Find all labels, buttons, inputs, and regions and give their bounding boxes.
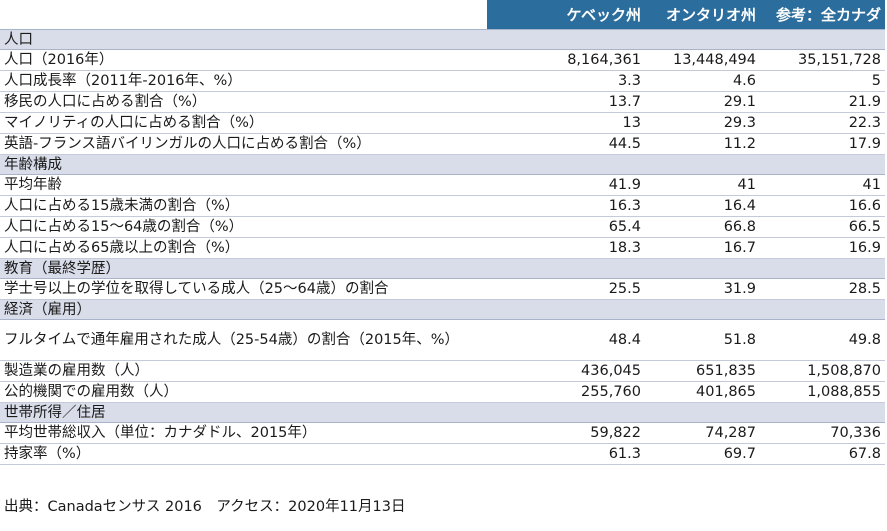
row-label: 人口成長率（2011年-2016年、%） (0, 70, 487, 92)
section-title: 世帯所得／住居 (0, 402, 885, 423)
row-label: 製造業の雇用数（人） (0, 360, 487, 382)
section-title: 人口 (0, 29, 885, 50)
table-row: 学士号以上の学位を取得している成人（25～64歳）の割合 25.5 31.9 28.5 (0, 278, 885, 300)
row-label: 平均世帯総収入（単位：カナダドル、2015年） (0, 422, 487, 444)
section-row: 教育（最終学歴） (0, 258, 885, 279)
value-canada: 41 (760, 174, 885, 196)
header-row: ケベック州 オンタリオ州 参考：全カナダ (0, 0, 885, 30)
value-canada: 70,336 (760, 422, 885, 444)
value-ontario: 41 (645, 174, 760, 196)
row-label: 人口に占める65歳以上の割合（%） (0, 237, 487, 259)
value-ontario: 11.2 (645, 133, 760, 155)
section-row: 経済（雇用） (0, 299, 885, 320)
table-row: 人口に占める15歳未満の割合（%） 16.3 16.4 16.6 (0, 195, 885, 217)
row-label: 英語-フランス語バイリンガルの人口に占める割合（%） (0, 133, 487, 155)
value-ontario: 651,835 (645, 360, 760, 382)
value-quebec: 25.5 (487, 278, 645, 300)
section-row: 人口 (0, 29, 885, 50)
value-quebec: 65.4 (487, 216, 645, 238)
value-ontario: 401,865 (645, 381, 760, 403)
value-quebec: 59,822 (487, 422, 645, 444)
value-ontario: 16.4 (645, 195, 760, 217)
row-label: 公的機関での雇用数（人） (0, 381, 487, 403)
table-row: 公的機関での雇用数（人） 255,760 401,865 1,088,855 (0, 381, 885, 403)
header-blank-cell (0, 0, 487, 30)
row-label: 持家率（%） (0, 443, 487, 465)
table-row: 平均年齢 41.9 41 41 (0, 174, 885, 196)
value-quebec: 16.3 (487, 195, 645, 217)
value-canada: 17.9 (760, 133, 885, 155)
row-label: 平均年齢 (0, 174, 487, 196)
row-label: 人口（2016年） (0, 49, 487, 71)
header-canada: 参考：全カナダ (760, 0, 885, 30)
row-label: 人口に占める15歳未満の割合（%） (0, 195, 487, 217)
value-quebec: 436,045 (487, 360, 645, 382)
value-canada: 35,151,728 (760, 49, 885, 71)
section-row: 年齢構成 (0, 154, 885, 175)
value-quebec: 8,164,361 (487, 49, 645, 71)
table-row: マイノリティの人口に占める割合（%） 13 29.3 22.3 (0, 112, 885, 134)
value-quebec: 41.9 (487, 174, 645, 196)
table-row: 人口に占める15～64歳の割合（%） 65.4 66.8 66.5 (0, 216, 885, 238)
value-canada: 16.9 (760, 237, 885, 259)
row-label: 移民の人口に占める割合（%） (0, 91, 487, 113)
value-quebec: 61.3 (487, 443, 645, 465)
table-row: 人口成長率（2011年-2016年、%） 3.3 4.6 5 (0, 70, 885, 92)
table-body: 人口 人口（2016年） 8,164,361 13,448,494 35,151,728… (0, 29, 885, 465)
value-canada: 28.5 (760, 278, 885, 300)
table-row: 人口（2016年） 8,164,361 13,448,494 35,151,728 (0, 49, 885, 71)
table-row: フルタイムで通年雇用された成人（25-54歳）の割合（2015年、%） 48.4 5… (0, 319, 885, 361)
value-canada: 22.3 (760, 112, 885, 134)
value-ontario: 66.8 (645, 216, 760, 238)
row-label: フルタイムで通年雇用された成人（25-54歳）の割合（2015年、%） (0, 319, 487, 361)
row-label: 学士号以上の学位を取得している成人（25～64歳）の割合 (0, 278, 487, 300)
value-ontario: 13,448,494 (645, 49, 760, 71)
value-quebec: 13.7 (487, 91, 645, 113)
section-title: 教育（最終学歴） (0, 258, 885, 279)
value-quebec: 13 (487, 112, 645, 134)
table-row: 人口に占める65歳以上の割合（%） 18.3 16.7 16.9 (0, 237, 885, 259)
header-quebec: ケベック州 (487, 0, 645, 30)
value-canada: 1,088,855 (760, 381, 885, 403)
value-quebec: 48.4 (487, 319, 645, 361)
section-title: 年齢構成 (0, 154, 885, 175)
value-ontario: 74,287 (645, 422, 760, 444)
value-quebec: 44.5 (487, 133, 645, 155)
value-quebec: 255,760 (487, 381, 645, 403)
table-row: 平均世帯総収入（単位：カナダドル、2015年） 59,822 74,287 70,33… (0, 422, 885, 444)
table-row: 製造業の雇用数（人） 436,045 651,835 1,508,870 (0, 360, 885, 382)
value-canada: 67.8 (760, 443, 885, 465)
census-comparison-table: ケベック州 オンタリオ州 参考：全カナダ 人口 人口（2016年） 8,164,36… (0, 0, 885, 465)
value-ontario: 69.7 (645, 443, 760, 465)
section-row: 世帯所得／住居 (0, 402, 885, 423)
table-row: 英語-フランス語バイリンガルの人口に占める割合（%） 44.5 11.2 17.9 (0, 133, 885, 155)
row-label: マイノリティの人口に占める割合（%） (0, 112, 487, 134)
table-row: 移民の人口に占める割合（%） 13.7 29.1 21.9 (0, 91, 885, 113)
value-ontario: 51.8 (645, 319, 760, 361)
value-quebec: 18.3 (487, 237, 645, 259)
value-canada: 5 (760, 70, 885, 92)
value-ontario: 29.3 (645, 112, 760, 134)
value-canada: 1,508,870 (760, 360, 885, 382)
value-canada: 49.8 (760, 319, 885, 361)
value-quebec: 3.3 (487, 70, 645, 92)
value-ontario: 29.1 (645, 91, 760, 113)
value-canada: 21.9 (760, 91, 885, 113)
value-ontario: 4.6 (645, 70, 760, 92)
value-ontario: 31.9 (645, 278, 760, 300)
value-canada: 66.5 (760, 216, 885, 238)
source-note: 出典：Canadaセンサス 2016 アクセス：2020年11月13日 (4, 499, 406, 515)
table-row: 持家率（%） 61.3 69.7 67.8 (0, 443, 885, 465)
section-title: 経済（雇用） (0, 299, 885, 320)
row-label: 人口に占める15～64歳の割合（%） (0, 216, 487, 238)
value-canada: 16.6 (760, 195, 885, 217)
header-ontario: オンタリオ州 (645, 0, 760, 30)
value-ontario: 16.7 (645, 237, 760, 259)
